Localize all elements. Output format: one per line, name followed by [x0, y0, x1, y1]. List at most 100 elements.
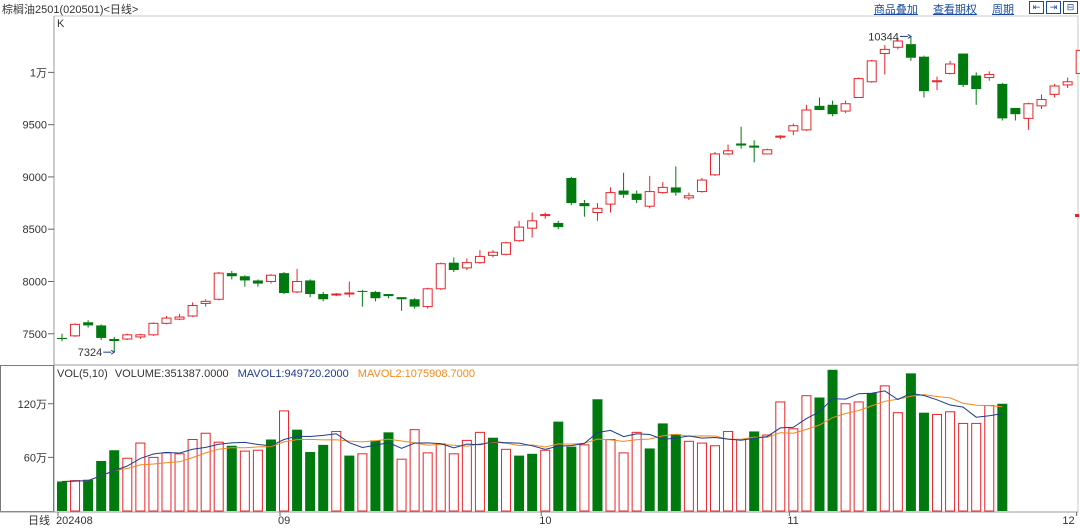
volume-bar — [984, 405, 995, 512]
volume-bar — [514, 455, 525, 511]
candle — [83, 320, 94, 328]
candle — [174, 313, 185, 321]
scroll-marker — [1075, 214, 1079, 217]
price-annotation: 7324 — [78, 347, 102, 359]
candle — [161, 315, 172, 325]
volume-panel-label: VOL(5,10) — [57, 368, 108, 380]
candle — [566, 176, 577, 206]
date-axis-labels: 202408 09 10 11 12 — [56, 512, 1078, 527]
candle — [265, 274, 276, 284]
candle — [997, 82, 1008, 121]
candle — [749, 140, 760, 163]
volume-bar — [487, 437, 498, 511]
volume-bar — [853, 401, 864, 512]
candle — [827, 100, 838, 117]
mavol1-line — [61, 390, 1003, 482]
zoom-button[interactable]: ⊟ — [1063, 1, 1078, 14]
volume-bar — [736, 439, 747, 512]
volume-bar — [788, 428, 799, 512]
candle — [618, 172, 629, 198]
candle — [866, 59, 877, 83]
date-tick-label: 09 — [278, 515, 290, 527]
volume-bar — [866, 393, 877, 511]
volume-bar — [527, 453, 538, 511]
volume-bar — [892, 412, 903, 512]
nav-buttons: ⇤ ⇥ ⊟ — [1029, 1, 1078, 14]
candle — [853, 77, 864, 98]
volume-bar — [135, 442, 146, 512]
candle — [540, 212, 551, 219]
candle — [892, 37, 903, 50]
candle — [96, 324, 107, 341]
candle — [435, 262, 446, 290]
volume-bar — [501, 448, 512, 512]
volume-bar — [905, 373, 916, 511]
candle — [279, 272, 290, 295]
candle — [579, 199, 590, 217]
volume-bar — [683, 440, 694, 512]
volume-bar — [396, 458, 407, 512]
volume-bar — [70, 480, 81, 512]
scroll-right-button[interactable]: ⇥ — [1046, 1, 1061, 14]
volume-bar — [409, 429, 420, 512]
price-tick-label: 7500 — [23, 329, 47, 341]
volume-bar — [670, 434, 681, 511]
volume-bar — [879, 385, 890, 512]
price-annotations: 7324 10344 — [78, 31, 912, 359]
candle — [918, 55, 929, 98]
volume-tick-label: 60万 — [24, 452, 47, 464]
volume-bar — [932, 413, 943, 512]
volume-bar — [213, 441, 224, 512]
volume-bar — [801, 395, 812, 512]
candle — [383, 294, 394, 299]
price-axis-labels: 7500 8000 8500 9000 9500 1万 — [23, 67, 54, 341]
volume-bar — [83, 479, 94, 511]
volume-bar — [318, 444, 329, 511]
candle — [448, 257, 459, 273]
candle — [422, 287, 433, 309]
volume-axis-labels: 60万 120万 — [18, 399, 54, 464]
candle — [474, 250, 485, 264]
volume-tick-label: 120万 — [18, 399, 47, 411]
candle — [135, 333, 146, 339]
view-options-link[interactable]: 查看期权 — [932, 4, 977, 16]
candle — [932, 76, 943, 91]
header-links: 商品叠加 查看期权 周期 — [862, 1, 1014, 17]
volume-bar — [553, 421, 564, 511]
volume-bar — [174, 453, 185, 512]
volume-bar — [840, 403, 851, 512]
candle — [187, 302, 198, 318]
legend-volume: VOLUME:351387.0000 — [115, 368, 229, 380]
volume-bar — [187, 439, 198, 512]
candle — [736, 126, 747, 149]
volume-bar — [723, 430, 734, 512]
price-annotation: 10344 — [868, 31, 899, 43]
candle — [331, 292, 342, 297]
period-link[interactable]: 周期 — [992, 4, 1014, 16]
date-tick-label: 202408 — [56, 515, 93, 527]
candle — [292, 268, 303, 293]
candle — [775, 135, 786, 140]
volume-bar — [971, 422, 982, 512]
candle — [396, 297, 407, 311]
volume-bar — [657, 423, 668, 511]
volume-bar — [226, 445, 237, 511]
volume-bar — [918, 412, 929, 511]
candle — [1062, 77, 1073, 89]
candle — [788, 123, 799, 136]
date-tick-label: 12 — [1062, 515, 1074, 527]
volume-bar — [958, 422, 969, 512]
legend-mavol2: MAVOL2:1075908.7000 — [358, 368, 475, 380]
candle — [984, 71, 995, 81]
candle — [631, 190, 642, 204]
commodity-overlay-link[interactable]: 商品叠加 — [873, 4, 918, 16]
price-tick-label: 9500 — [23, 120, 47, 132]
volume-bar — [696, 442, 707, 512]
scroll-left-button[interactable]: ⇤ — [1029, 1, 1044, 14]
candle — [57, 333, 67, 342]
volume-bar — [344, 455, 355, 511]
candle — [696, 177, 707, 193]
candle — [70, 323, 81, 337]
date-tick-label: 11 — [787, 515, 798, 527]
